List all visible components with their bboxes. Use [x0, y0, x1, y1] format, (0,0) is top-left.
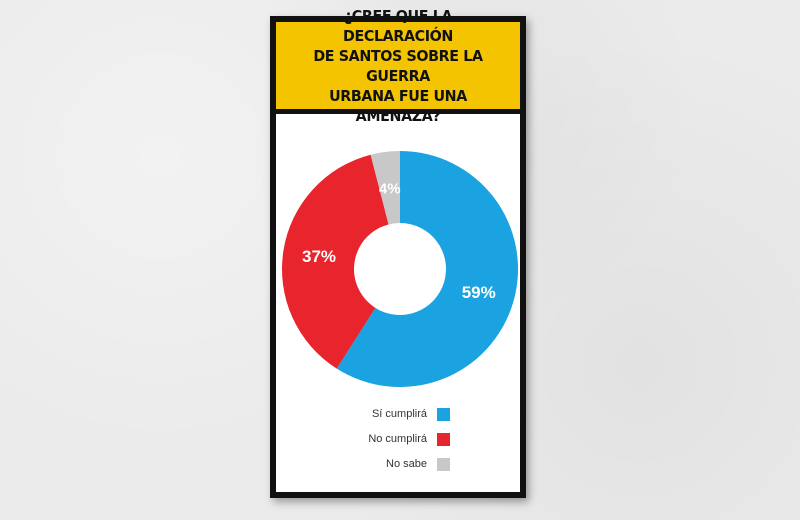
infographic-panel: ¿CREE QUE LA DECLARACIÓN DE SANTOS SOBRE…	[276, 7, 520, 492]
label-no-sabe: 4%	[379, 181, 401, 198]
infographic-card: ¿CREE QUE LA DECLARACIÓN DE SANTOS SOBRE…	[270, 7, 526, 498]
legend-item-no-cumplira: No cumplirá	[276, 431, 450, 447]
legend-label: Sí cumplirá	[371, 408, 427, 420]
slice-no-sabe	[370, 151, 400, 225]
legend-item-no-sabe: No sabe	[276, 456, 450, 472]
slice-si-cumplira	[336, 151, 518, 387]
title-line-1: ¿CREE QUE LA DECLARACIÓN	[343, 6, 453, 45]
donut-chart: 59% 37% 4%	[282, 151, 518, 387]
legend-swatch	[437, 432, 450, 446]
chart-title: ¿CREE QUE LA DECLARACIÓN DE SANTOS SOBRE…	[291, 6, 504, 126]
title-line-3: URBANA FUE UNA AMENAZA?	[329, 86, 467, 125]
legend-label: No sabe	[386, 458, 427, 470]
legend-swatch	[437, 407, 450, 421]
question-banner: ¿CREE QUE LA DECLARACIÓN DE SANTOS SOBRE…	[276, 7, 520, 125]
slice-no-cumplira	[282, 154, 389, 369]
legend-label: No cumplirá	[368, 433, 427, 445]
legend-item-si-cumplira: Sí cumplirá	[276, 406, 450, 422]
label-si-cumplira: 59%	[462, 283, 496, 302]
legend-swatch	[437, 457, 450, 471]
title-line-2: DE SANTOS SOBRE LA GUERRA	[313, 46, 483, 85]
label-no-cumplira: 37%	[302, 247, 336, 266]
